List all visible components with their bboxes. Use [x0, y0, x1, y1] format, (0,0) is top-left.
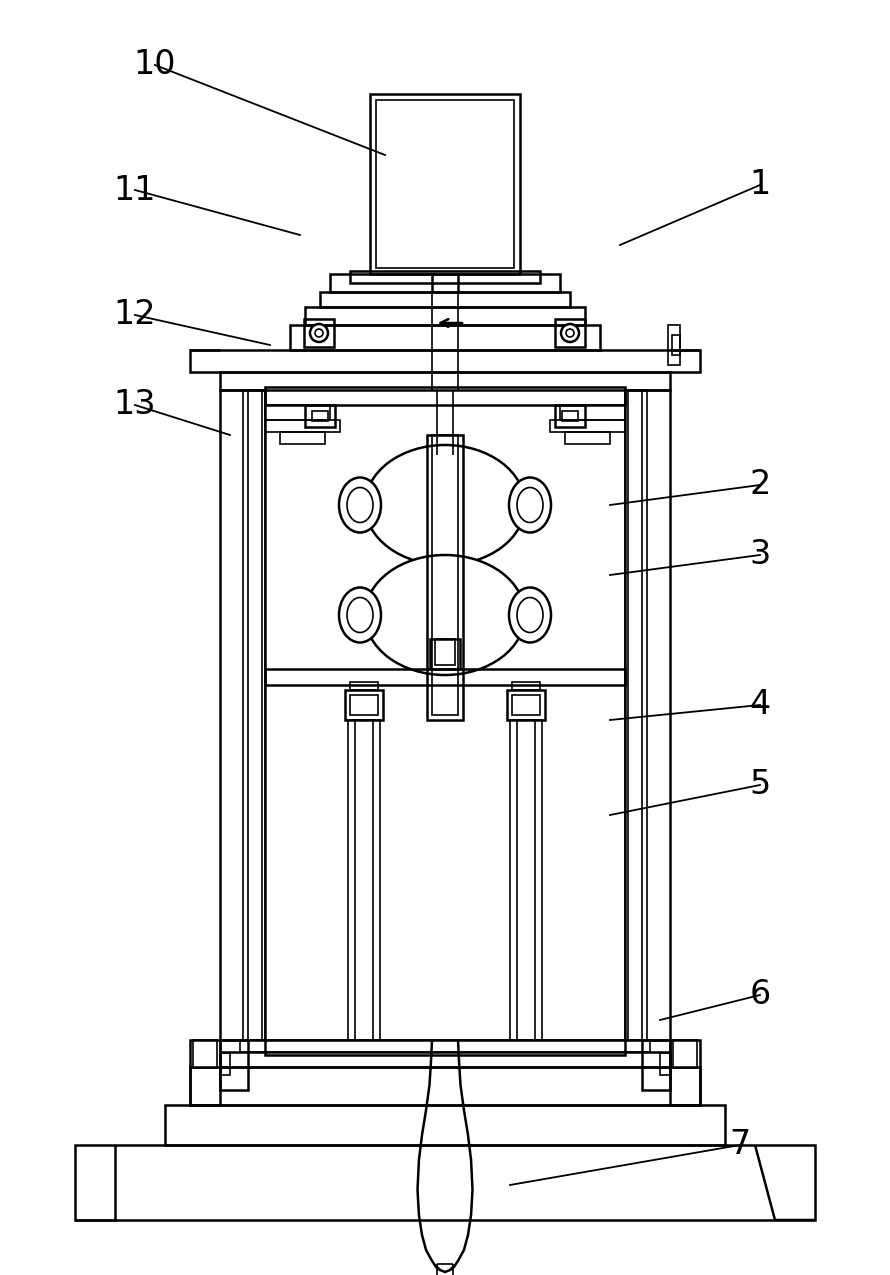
Bar	[673, 1040, 697, 1068]
Text: 1: 1	[749, 168, 771, 201]
Bar	[193, 1040, 217, 1068]
Ellipse shape	[347, 487, 373, 523]
Bar	[190, 351, 700, 372]
Bar	[625, 390, 670, 1040]
Bar	[512, 695, 540, 715]
Bar	[265, 1040, 625, 1054]
Text: 10: 10	[134, 48, 176, 82]
Ellipse shape	[509, 478, 551, 533]
Bar	[517, 720, 535, 1040]
Circle shape	[315, 329, 323, 337]
Bar	[350, 682, 378, 690]
Ellipse shape	[339, 588, 381, 643]
Bar	[355, 720, 373, 1040]
Bar	[642, 1040, 670, 1090]
Ellipse shape	[365, 445, 525, 565]
Bar	[265, 405, 330, 419]
Bar	[562, 411, 578, 421]
Bar	[290, 325, 600, 351]
Bar	[220, 390, 265, 1040]
Bar	[668, 325, 680, 365]
Bar	[265, 419, 340, 432]
Ellipse shape	[517, 487, 543, 523]
Text: 5: 5	[749, 769, 771, 802]
Circle shape	[561, 324, 579, 342]
Bar	[220, 1053, 230, 1075]
Bar	[435, 639, 455, 666]
Ellipse shape	[509, 588, 551, 643]
Bar	[305, 405, 335, 427]
Bar	[432, 435, 458, 715]
Bar	[370, 94, 520, 274]
Text: 3: 3	[749, 538, 771, 571]
Bar	[427, 435, 463, 720]
FancyBboxPatch shape	[437, 1264, 453, 1275]
Bar	[75, 1145, 815, 1220]
Text: 7: 7	[730, 1128, 750, 1162]
Bar	[248, 390, 262, 1040]
Bar	[190, 1067, 700, 1105]
Text: 12: 12	[114, 298, 157, 332]
Bar	[348, 720, 380, 1040]
Circle shape	[310, 324, 328, 342]
Bar	[560, 405, 625, 419]
Bar	[507, 690, 545, 720]
Bar	[190, 1040, 220, 1105]
Bar	[320, 292, 570, 307]
Bar	[265, 388, 625, 405]
Bar	[165, 1105, 725, 1145]
Text: 2: 2	[749, 468, 771, 501]
Bar	[350, 695, 378, 715]
Ellipse shape	[517, 598, 543, 632]
Bar	[628, 390, 642, 1040]
Bar	[430, 639, 460, 669]
Bar	[240, 1040, 650, 1052]
Ellipse shape	[365, 555, 525, 674]
Circle shape	[566, 329, 574, 337]
Text: 13: 13	[114, 389, 157, 422]
Ellipse shape	[339, 478, 381, 533]
Bar	[555, 405, 585, 427]
Text: 11: 11	[114, 173, 157, 207]
Bar	[243, 390, 265, 1040]
Bar	[220, 1040, 248, 1090]
Text: 6: 6	[749, 978, 771, 1011]
Bar	[550, 419, 625, 432]
Bar	[565, 432, 610, 444]
Bar	[305, 307, 585, 325]
Bar	[280, 432, 325, 444]
Bar	[625, 390, 647, 1040]
Bar	[376, 99, 514, 268]
Bar	[265, 669, 625, 685]
Bar	[660, 1053, 670, 1075]
Bar	[220, 372, 670, 390]
Bar	[672, 335, 680, 354]
Ellipse shape	[347, 598, 373, 632]
Bar	[670, 1040, 700, 1105]
Bar	[345, 690, 383, 720]
Bar	[350, 272, 540, 283]
Text: 4: 4	[749, 688, 771, 722]
Bar	[555, 319, 585, 347]
Bar	[304, 319, 334, 347]
Bar	[510, 720, 542, 1040]
Bar	[312, 411, 328, 421]
Bar	[512, 682, 540, 690]
Bar	[220, 1052, 670, 1067]
Bar	[330, 274, 560, 292]
